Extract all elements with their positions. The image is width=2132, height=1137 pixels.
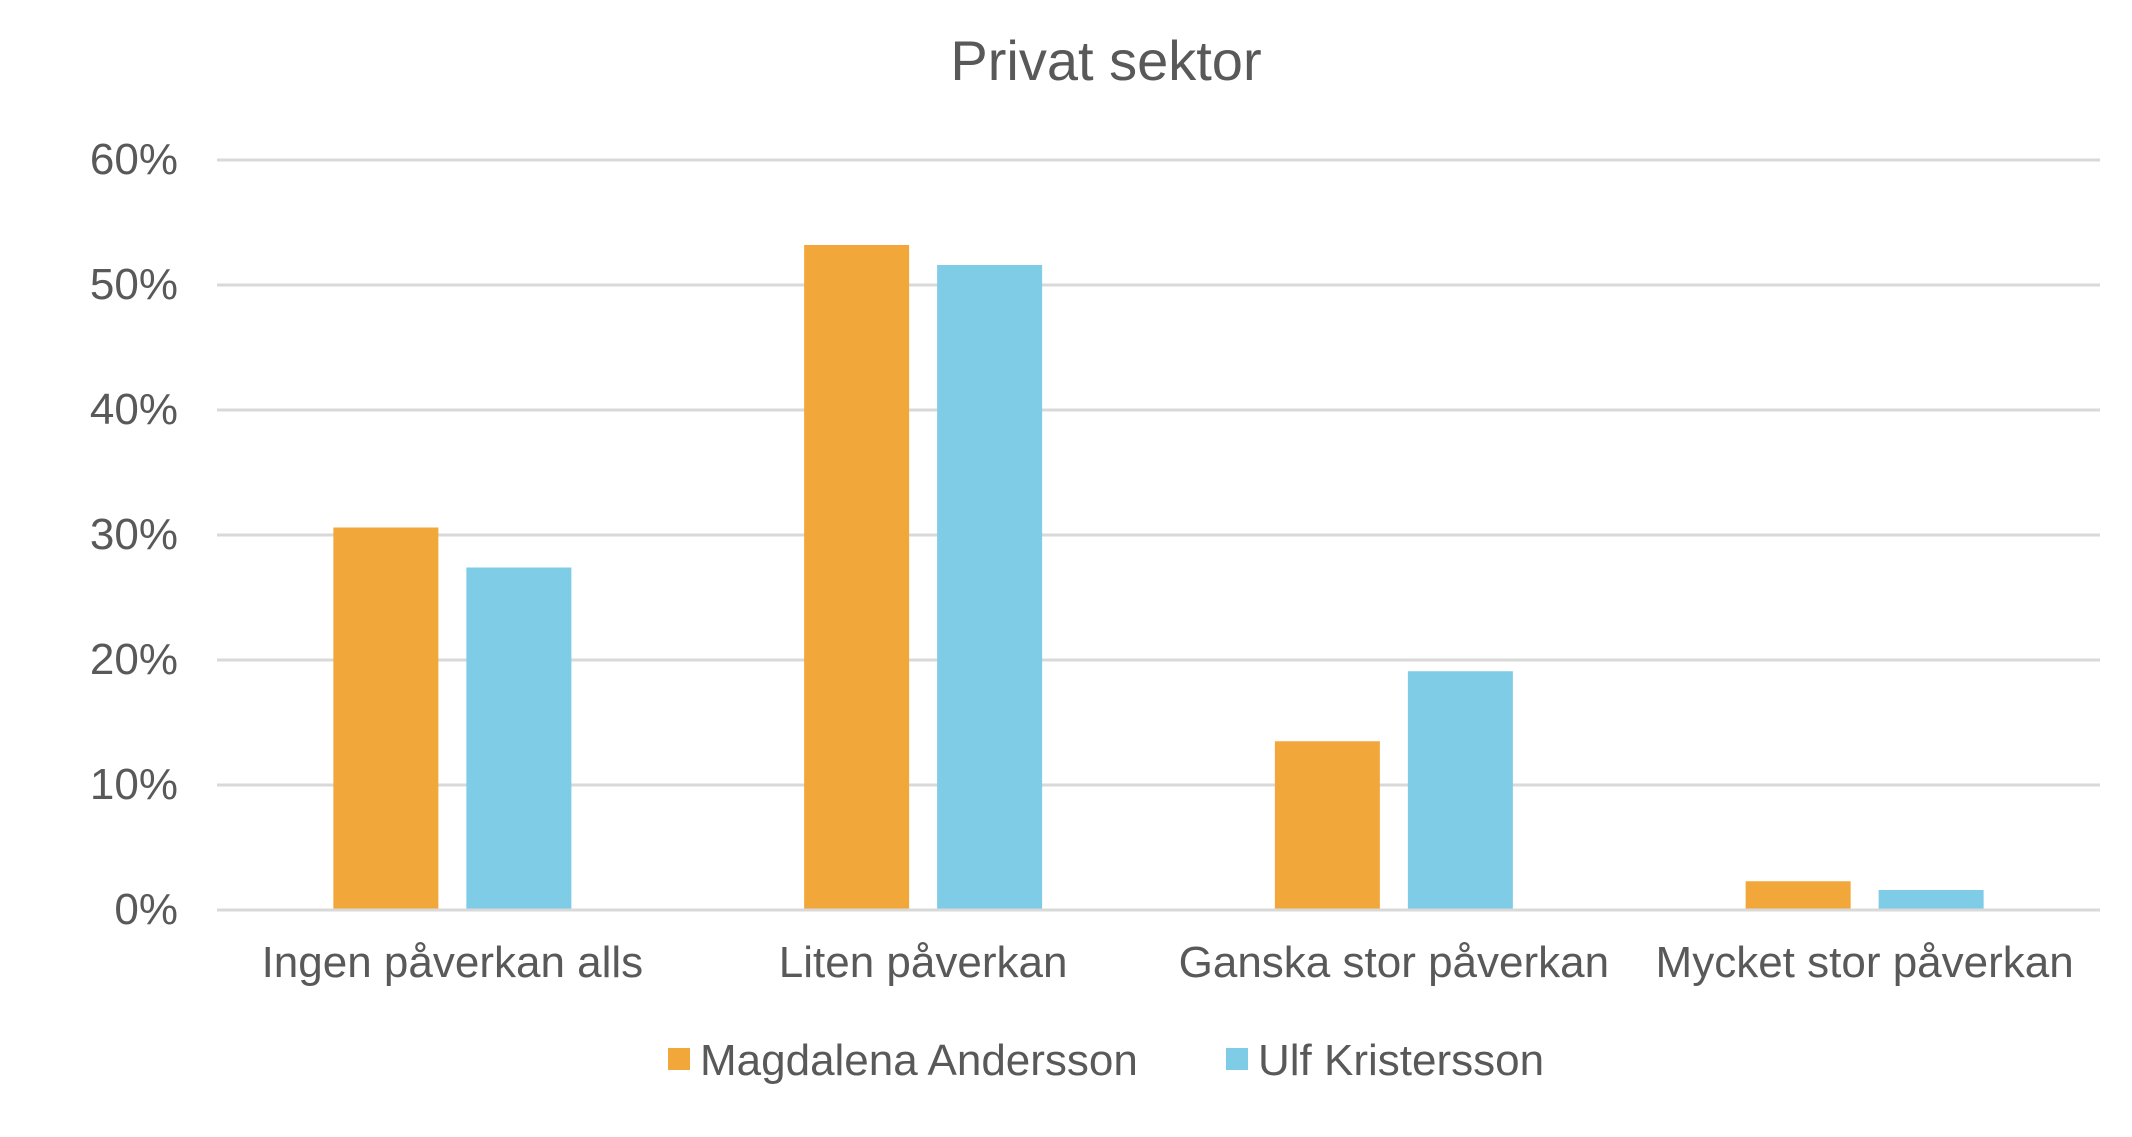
- bar: [804, 245, 910, 910]
- x-tick-label: Mycket stor påverkan: [1656, 938, 2074, 987]
- y-tick-label: 40%: [90, 385, 178, 434]
- x-tick-label: Ingen påverkan alls: [262, 938, 644, 987]
- bar: [937, 265, 1043, 910]
- legend: Magdalena Andersson Ulf Kristersson: [668, 1036, 1544, 1085]
- bars: [217, 245, 2100, 912]
- y-tick-label: 50%: [90, 260, 178, 309]
- bar: [1878, 890, 1984, 910]
- bar: [466, 567, 572, 910]
- bar: [333, 527, 439, 910]
- y-axis-tick-labels: 0% 10% 20% 30% 40% 50% 60%: [90, 135, 178, 934]
- bar: [1274, 741, 1380, 910]
- legend-label: Magdalena Andersson: [700, 1036, 1138, 1085]
- x-tick-label: Ganska stor påverkan: [1179, 938, 1609, 987]
- bar: [1745, 881, 1851, 910]
- x-axis-tick-labels: Ingen påverkan alls Liten påverkan Ganska …: [262, 938, 2074, 987]
- y-tick-label: 10%: [90, 760, 178, 809]
- bar: [1407, 671, 1513, 910]
- legend-swatch: [1226, 1048, 1248, 1070]
- chart-title: Privat sektor: [950, 29, 1261, 92]
- y-tick-label: 60%: [90, 135, 178, 184]
- legend-label: Ulf Kristersson: [1258, 1036, 1544, 1085]
- y-tick-label: 30%: [90, 510, 178, 559]
- x-tick-label: Liten påverkan: [779, 938, 1068, 987]
- y-tick-label: 0%: [114, 885, 178, 934]
- y-tick-label: 20%: [90, 635, 178, 684]
- legend-swatch: [668, 1048, 690, 1070]
